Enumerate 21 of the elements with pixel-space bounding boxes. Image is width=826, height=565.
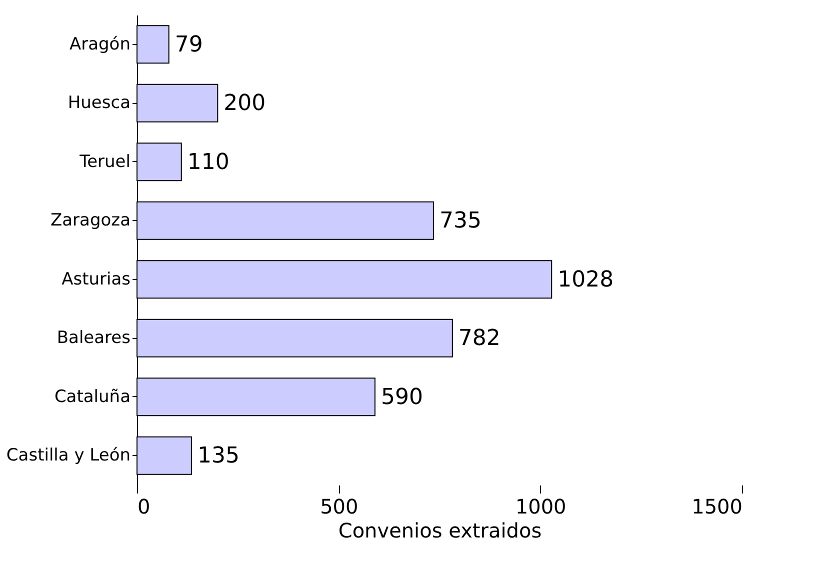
data-label: 79 — [174, 32, 203, 58]
y-tick-label: Aragón — [69, 34, 130, 54]
x-tick-label: 1000 — [515, 494, 566, 518]
data-label: 135 — [197, 444, 240, 469]
data-label: 110 — [187, 150, 230, 175]
data-label: 590 — [380, 384, 423, 410]
x-tick-label: 1500 — [692, 494, 742, 518]
x-tick-label: 0 — [138, 494, 150, 518]
data-label: 735 — [439, 208, 482, 234]
y-tick-label: Baleares — [56, 328, 131, 348]
data-label: 200 — [224, 91, 266, 116]
y-tick-label: Teruel — [78, 152, 130, 172]
y-tick-label: Zaragoza — [50, 210, 130, 231]
y-tick-label: Castilla y León — [6, 446, 130, 466]
y-tick-label: Asturias — [62, 269, 131, 290]
x-tick-label: 500 — [320, 494, 358, 518]
y-tick-label: Huesca — [68, 93, 130, 114]
y-tick-label: Cataluña — [54, 386, 130, 407]
data-label: 1028 — [558, 267, 614, 292]
data-label: 782 — [458, 326, 500, 352]
x-axis-title: Convenios extraidos — [338, 518, 542, 542]
